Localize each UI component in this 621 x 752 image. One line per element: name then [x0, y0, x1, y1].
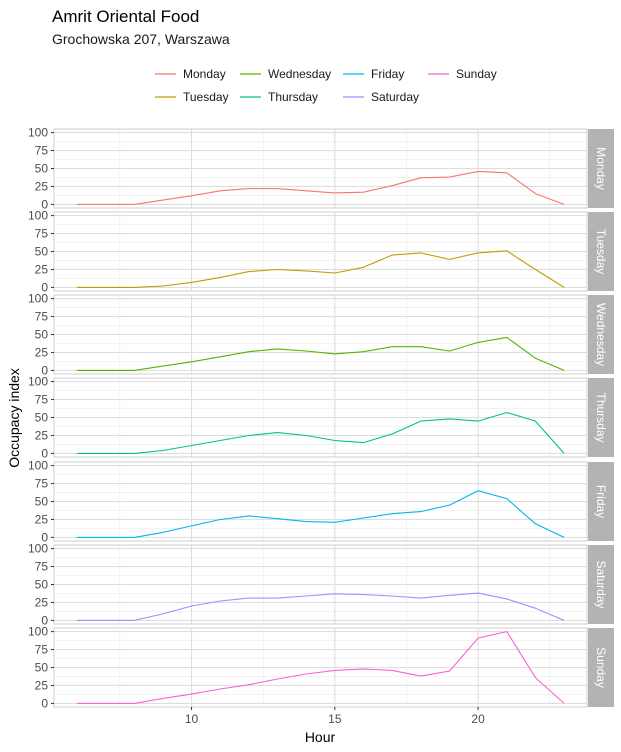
legend-label-sunday: Sunday [456, 67, 497, 81]
y-tick-label: 50 [35, 162, 49, 176]
panel-sunday: 0 25 50 75 100 Sunday [28, 625, 614, 710]
facet-strip-label: Monday [594, 147, 608, 190]
y-tick-label: 25 [35, 179, 49, 193]
y-tick-label: 50 [35, 328, 49, 342]
y-tick-label: 50 [35, 661, 49, 675]
y-tick-label: 100 [28, 209, 48, 223]
y-tick-label: 25 [35, 345, 49, 359]
series-line-tuesday [76, 250, 565, 288]
x-axis: 10 15 20 [185, 707, 485, 726]
facet-panels: 0 25 50 75 100 Monday 0 25 50 75 100 Tuesday 0 25 50 75… [28, 126, 614, 710]
y-tick-label: 0 [41, 446, 48, 460]
facet-strip-friday [588, 462, 614, 541]
y-axis-title: Occupacy index [6, 368, 22, 468]
facet-strip-tuesday [588, 212, 614, 291]
legend-label-tuesday: Tuesday [183, 90, 229, 104]
y-tick-label: 0 [41, 197, 48, 211]
y-tick-label: 0 [41, 363, 48, 377]
y-tick-label: 100 [28, 292, 48, 306]
panel-tuesday: 0 25 50 75 100 Tuesday [28, 209, 614, 294]
y-tick-label: 25 [35, 678, 49, 692]
panel-friday: 0 25 50 75 100 Friday [28, 459, 614, 544]
legend: Monday Wednesday Friday Sunday Tuesday Thursd… [155, 67, 497, 104]
x-axis-title: Hour [305, 729, 336, 745]
panel-thursday: 0 25 50 75 100 Thursday [28, 375, 614, 460]
y-tick-label: 75 [35, 144, 49, 158]
y-tick-label: 25 [35, 262, 49, 276]
facet-strip-label: Thursday [594, 392, 608, 442]
y-tick-label: 100 [28, 542, 48, 556]
y-tick-label: 100 [28, 375, 48, 389]
y-tick-label: 100 [28, 126, 48, 140]
y-tick-label: 75 [35, 560, 49, 574]
legend-item-sunday: Sunday [428, 67, 497, 81]
facet-strip-wednesday [588, 295, 614, 374]
facet-strip-thursday [588, 378, 614, 457]
y-tick-label: 100 [28, 625, 48, 639]
y-tick-label: 75 [35, 477, 49, 491]
legend-item-friday: Friday [343, 67, 404, 81]
legend-item-thursday: Thursday [240, 90, 318, 104]
panel-monday: 0 25 50 75 100 Monday [28, 126, 614, 211]
x-tick-label: 10 [185, 712, 199, 726]
y-tick-label: 75 [35, 643, 49, 657]
facet-strip-label: Friday [594, 485, 608, 518]
y-tick-label: 75 [35, 310, 49, 324]
facet-strip-label: Tuesday [594, 229, 608, 275]
y-tick-label: 50 [35, 245, 49, 259]
y-tick-label: 25 [35, 512, 49, 526]
x-tick-label: 15 [328, 712, 342, 726]
facet-strip-label: Sunday [594, 647, 608, 688]
legend-item-tuesday: Tuesday [155, 90, 229, 104]
panel-wednesday: 0 25 50 75 100 Wednesday [28, 292, 614, 377]
chart-subtitle: Grochowska 207, Warszawa [52, 31, 230, 47]
y-tick-label: 50 [35, 495, 49, 509]
y-tick-label: 25 [35, 428, 49, 442]
legend-label-thursday: Thursday [268, 90, 318, 104]
series-line-monday [76, 170, 565, 205]
facet-strip-label: Wednesday [594, 303, 608, 366]
legend-item-monday: Monday [155, 67, 226, 81]
y-tick-label: 0 [41, 530, 48, 544]
y-tick-label: 50 [35, 578, 49, 592]
facet-strip-label: Saturday [594, 560, 608, 608]
panel-saturday: 0 25 50 75 100 Saturday [28, 542, 614, 627]
legend-label-monday: Monday [183, 67, 226, 81]
y-tick-label: 75 [35, 393, 49, 407]
y-tick-label: 0 [41, 613, 48, 627]
legend-label-friday: Friday [371, 67, 404, 81]
facet-strip-saturday [588, 545, 614, 624]
facet-strip-sunday [588, 628, 614, 707]
legend-label-saturday: Saturday [371, 90, 419, 104]
facet-strip-monday [588, 129, 614, 208]
y-tick-label: 75 [35, 227, 49, 241]
legend-item-saturday: Saturday [343, 90, 419, 104]
series-line-friday [76, 490, 565, 538]
series-line-thursday [76, 411, 565, 454]
series-line-wednesday [76, 336, 565, 371]
chart-title: Amrit Oriental Food [52, 7, 199, 26]
legend-item-wednesday: Wednesday [240, 67, 331, 81]
y-tick-label: 100 [28, 459, 48, 473]
y-tick-label: 0 [41, 280, 48, 294]
series-line-saturday [76, 592, 565, 621]
y-tick-label: 25 [35, 595, 49, 609]
x-tick-label: 20 [471, 712, 485, 726]
y-tick-label: 0 [41, 696, 48, 710]
y-tick-label: 50 [35, 411, 49, 425]
series-line-sunday [76, 631, 565, 704]
legend-label-wednesday: Wednesday [268, 67, 331, 81]
